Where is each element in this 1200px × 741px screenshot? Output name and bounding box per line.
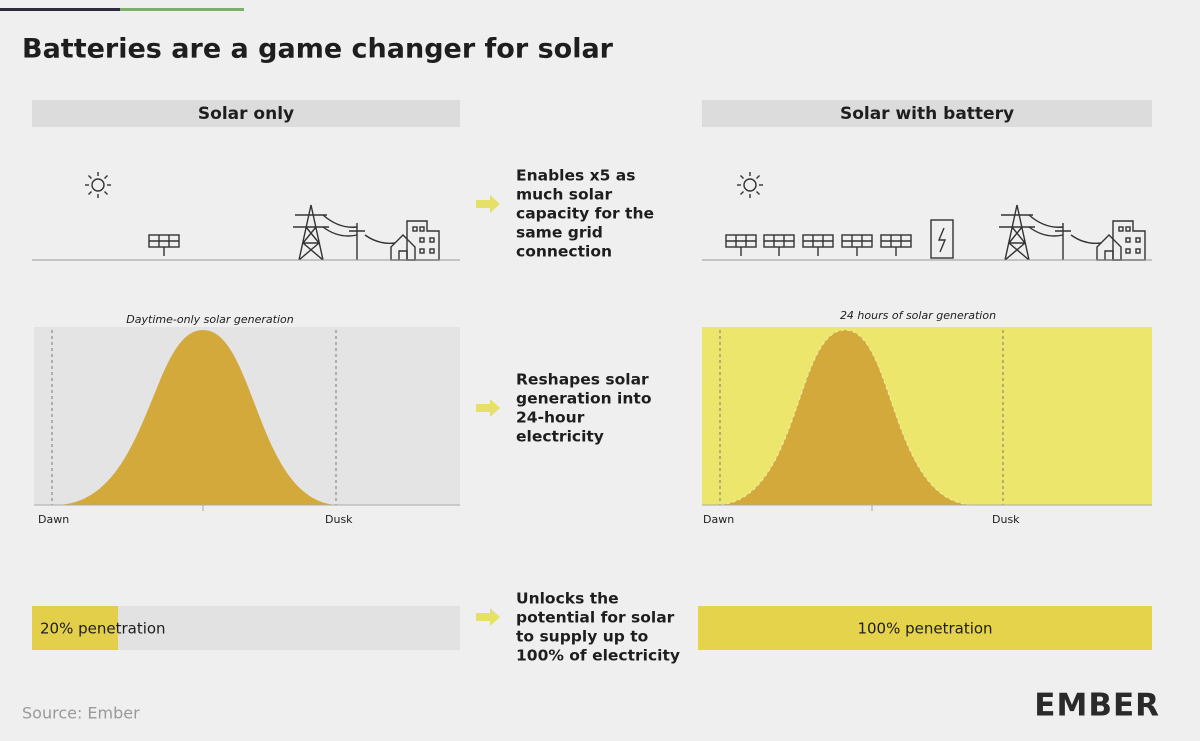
arrow [476, 608, 500, 626]
penetration-label: 20% penetration [40, 620, 166, 638]
solar-curve [55, 330, 340, 505]
benefit-text: 100% of electricity [516, 647, 680, 665]
benefit-text: Enables x5 as [516, 167, 636, 185]
sun-icon [84, 171, 112, 199]
axis-label: Dusk [325, 513, 353, 526]
benefit-text: electricity [516, 428, 604, 446]
panel-header: Solar only [198, 104, 294, 124]
benefit-text: Unlocks the [516, 590, 619, 608]
benefit-text: Reshapes solar [516, 371, 649, 389]
battery-icon [930, 219, 954, 259]
benefit-text: same grid [516, 224, 603, 242]
benefit-text: 24-hour [516, 409, 585, 427]
title: Batteries are a game changer for solar [22, 34, 614, 65]
solar-panel-icon [880, 234, 912, 257]
chart-label: Daytime-only solar generation [126, 313, 293, 326]
solar-curve [714, 329, 976, 506]
benefit-text: generation into [516, 390, 651, 408]
penetration-fill [32, 606, 118, 650]
grid-icon [998, 204, 1146, 261]
benefit-text: capacity for the [516, 205, 654, 223]
penetration-fill [698, 606, 1152, 650]
arrow [476, 195, 500, 213]
sun-icon [736, 171, 764, 199]
solar-panel-icon [725, 234, 757, 257]
benefit-text: to supply up to [516, 628, 648, 646]
axis-label: Dawn [703, 513, 734, 526]
top-rule-accent [120, 8, 244, 11]
benefit-text: much solar [516, 186, 612, 204]
benefit-text: connection [516, 243, 612, 261]
axis-label: Dawn [38, 513, 69, 526]
logo: EMBER [1034, 688, 1160, 724]
solar-panel-icon [148, 234, 180, 257]
benefit-text: potential for solar [516, 609, 675, 627]
solar-panel-icon [802, 234, 834, 257]
axis-label: Dusk [992, 513, 1020, 526]
penetration-label: 100% penetration [857, 620, 992, 638]
arrow [476, 399, 500, 417]
source: Source: Ember [22, 704, 140, 723]
panel-header: Solar with battery [840, 104, 1014, 124]
solar-panel-icon [841, 234, 873, 257]
panel-header-bg [32, 100, 460, 127]
panel-header-bg [702, 100, 1152, 127]
chart-label: 24 hours of solar generation [840, 309, 996, 322]
grid-icon [292, 204, 440, 261]
solar-panel-icon [763, 234, 795, 257]
